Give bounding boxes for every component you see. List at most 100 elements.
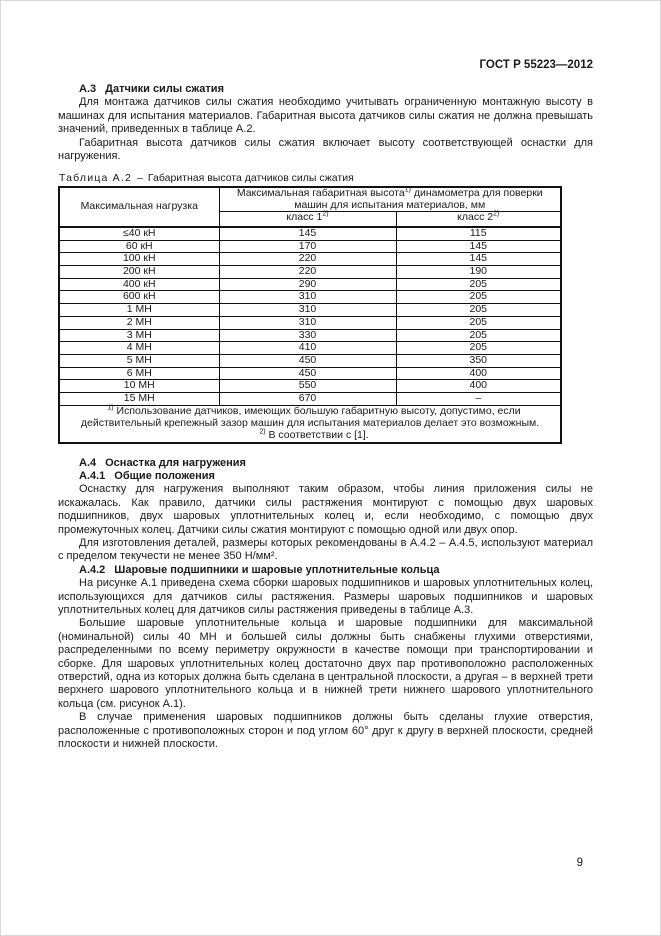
table-cell: 10 МН xyxy=(58,379,220,394)
table-row: 5 МН 450 350 xyxy=(58,353,562,368)
table-row: 10 МН 550 400 xyxy=(58,379,562,394)
table-cell: ≤40 кН xyxy=(58,226,220,241)
table-cell: 450 xyxy=(218,366,397,381)
table-cell: 290 xyxy=(218,277,397,292)
paragraph-a3-1: Для монтажа датчиков силы сжатия необход… xyxy=(58,96,593,136)
table-a2-caption-label: Таблица А.2 xyxy=(59,172,133,185)
page-content: ГОСТ Р 55223—2012 А.3 Датчики силы сжатия… xyxy=(58,58,593,751)
table-row: 100 кН 220 145 xyxy=(58,252,562,267)
table-a2-caption-title: Габаритная высота датчиков силы сжатия xyxy=(147,172,354,185)
table-row: 3 МН 330 205 xyxy=(58,328,562,343)
table-a2-caption-dash: – xyxy=(137,172,143,185)
section-a4-heading: А.4 Оснастка для нагружения xyxy=(58,457,593,470)
section-a41-heading: А.4.1 Общие положения xyxy=(58,470,593,483)
table-a2-body: ≤40 кН 145 115 60 кН 170 145 100 кН 220 145 200 к… xyxy=(58,226,562,406)
table-cell: 670 xyxy=(218,392,397,406)
footnote-ref-1: 1) xyxy=(404,186,411,194)
table-row: 600 кН 310 205 xyxy=(58,290,562,305)
footnote-2-marker: 2) xyxy=(259,428,266,436)
section-a3-title: Датчики силы сжатия xyxy=(105,83,224,95)
section-a42-heading: А.4.2 Шаровые подшипники и шаровые уплотн… xyxy=(58,564,593,577)
footnote-2-text: В соответствии с [1]. xyxy=(268,428,369,441)
table-cell: 350 xyxy=(395,353,562,368)
table-cell: 450 xyxy=(218,353,397,368)
footnote-1: 1) Использование датчиков, имеющих больш… xyxy=(60,404,560,430)
table-cell: 2 МН xyxy=(58,315,220,330)
table-cell: 170 xyxy=(218,239,397,254)
table-row: 4 МН 410 205 xyxy=(58,341,562,355)
section-a41-title: Общие положения xyxy=(114,469,215,482)
col-header-class2-text: класс 2 xyxy=(457,211,494,224)
table-row: 400 кН 290 205 xyxy=(58,277,562,292)
table-cell: 205 xyxy=(395,277,562,292)
table-row: ≤40 кН 145 115 xyxy=(58,226,562,241)
table-cell: 145 xyxy=(218,226,397,241)
paragraph-a42-2: Большие шаровые уплотнительные кольца и … xyxy=(58,617,593,710)
table-row: 200 кН 220 190 xyxy=(58,265,562,279)
table-cell: 310 xyxy=(218,303,397,317)
table-cell: 220 xyxy=(218,265,397,279)
col-header-class1: класс 12) xyxy=(218,210,397,228)
table-cell: 115 xyxy=(395,226,562,241)
footnote-2: 2) В соответствии с [1]. xyxy=(60,428,560,442)
table-a2-header: Максимальная нагрузка Максимальная габар… xyxy=(58,186,562,228)
footnote-cell: 1) Использование датчиков, имеющих больш… xyxy=(58,404,562,444)
section-a4-title: Оснастка для нагружения xyxy=(105,456,246,469)
paragraph-a3-2: Габаритная высота датчиков силы сжатия в… xyxy=(58,136,593,163)
table-cell: – xyxy=(395,392,562,406)
table-cell: 1 МН xyxy=(58,303,220,317)
table-row: 60 кН 170 145 xyxy=(58,239,562,254)
table-cell: 410 xyxy=(218,341,397,355)
table-cell: 330 xyxy=(218,328,397,343)
table-cell: 400 кН xyxy=(58,277,220,292)
footnote-ref-2: 2) xyxy=(322,210,329,218)
table-a2: Максимальная нагрузка Максимальная габар… xyxy=(58,186,563,444)
table-cell: 600 кН xyxy=(58,290,220,305)
table-row: 2 МН 310 205 xyxy=(58,315,562,330)
table-cell: 400 xyxy=(395,366,562,381)
table-cell: 205 xyxy=(395,328,562,343)
table-cell: 205 xyxy=(395,315,562,330)
table-cell: 6 МН xyxy=(58,366,220,381)
section-a42-title: Шаровые подшипники и шаровые уплотнитель… xyxy=(114,563,440,576)
col-header-load: Максимальная нагрузка xyxy=(58,186,220,228)
paragraph-a41-1: Оснастку для нагружения выполняют таким … xyxy=(58,483,593,536)
table-cell: 200 кН xyxy=(58,265,220,279)
document-header: ГОСТ Р 55223—2012 xyxy=(479,59,593,71)
paragraph-a42-1: На рисунке А.1 приведена схема сборки ша… xyxy=(58,577,593,616)
table-cell: 145 xyxy=(395,239,562,254)
section-a4-number: А.4 xyxy=(79,456,97,469)
paragraph-a41-2: Для изготовления деталей, размеры которы… xyxy=(58,536,593,563)
table-cell: 205 xyxy=(395,290,562,305)
table-cell: 4 МН xyxy=(58,341,220,355)
col-header-height-text2: динамометра для поверки машин для испыта… xyxy=(294,187,543,211)
table-cell: 5 МН xyxy=(58,353,220,368)
table-cell: 310 xyxy=(218,290,397,305)
footnote-ref-2: 2) xyxy=(493,210,500,218)
section-a42-number: А.4.2 xyxy=(79,563,106,576)
table-cell: 400 xyxy=(395,379,562,394)
table-a2-footnotes: 1) Использование датчиков, имеющих больш… xyxy=(58,404,562,444)
section-a41-number: А.4.1 xyxy=(79,469,106,482)
table-row: 1 МН 310 205 xyxy=(58,303,562,317)
table-cell: 550 xyxy=(218,379,397,394)
table-cell: 310 xyxy=(218,315,397,330)
table-row: 6 МН 450 400 xyxy=(58,366,562,381)
table-cell: 60 кН xyxy=(58,239,220,254)
table-cell: 190 xyxy=(395,265,562,279)
col-header-class2: класс 22) xyxy=(395,210,562,228)
col-header-height-text: Максимальная габаритная высота xyxy=(236,187,405,200)
section-a3-number: А.3 xyxy=(79,83,97,95)
paragraph-a42-3: В случае применения шаровых подшипников … xyxy=(58,711,593,751)
table-row: 15 МН 670– xyxy=(58,392,562,406)
section-a3-heading: А.3 Датчики силы сжатия xyxy=(58,83,593,96)
table-cell: 205 xyxy=(395,341,562,355)
table-cell: 145 xyxy=(395,252,562,267)
footnote-1-text: Использование датчиков, имеющих большую … xyxy=(80,404,540,429)
table-cell: 15 МН xyxy=(58,392,220,406)
table-cell: 220 xyxy=(218,252,397,267)
table-cell: 100 кН xyxy=(58,252,220,267)
table-cell: 205 xyxy=(395,303,562,317)
col-header-class1-text: класс 1 xyxy=(286,211,323,224)
